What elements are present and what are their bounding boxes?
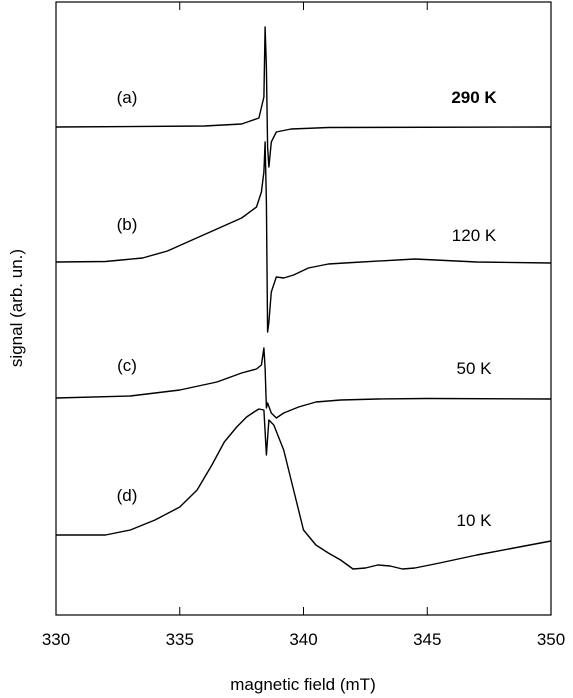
x-tick-label-330: 330 — [42, 630, 70, 649]
label-b: (b) — [117, 215, 138, 234]
spectra-series — [55, 26, 552, 570]
x-axis-label: magnetic field (mT) — [230, 675, 375, 694]
spectrum-line-d — [56, 408, 552, 570]
temp-label-10k: 10 K — [457, 511, 493, 530]
x-tick-label-350: 350 — [537, 630, 565, 649]
x-axis-ticks — [55, 2, 552, 615]
label-d: (d) — [117, 486, 138, 505]
x-tick-label-345: 345 — [413, 630, 441, 649]
label-c: (c) — [117, 356, 137, 375]
annotations: (a) 290 K (b) 120 K (c) 50 K (d) 10 K — [117, 88, 498, 530]
spectrum-line-a — [55, 26, 552, 168]
x-tick-label-335: 335 — [166, 630, 194, 649]
temp-label-290k: 290 K — [451, 88, 497, 107]
x-tick-label-340: 340 — [289, 630, 317, 649]
y-axis-label: signal (arb. un.) — [7, 249, 26, 367]
x-axis-tick-labels: 330 335 340 345 350 — [42, 630, 565, 649]
temp-label-50k: 50 K — [457, 359, 493, 378]
temp-label-120k: 120 K — [452, 226, 497, 245]
spectrum-line-c — [55, 347, 552, 419]
spectrum-line-b — [55, 141, 552, 333]
label-a: (a) — [117, 88, 138, 107]
